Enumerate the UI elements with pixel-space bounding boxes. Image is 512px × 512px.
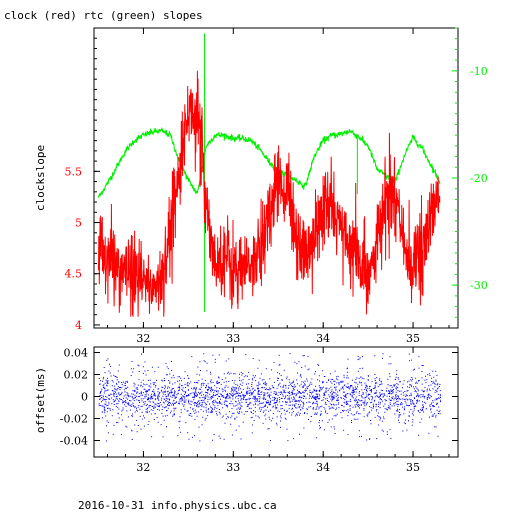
offset-series-layer (98, 353, 441, 442)
slope-y-tick-label: 5.5 (65, 165, 83, 178)
clock-series-line (98, 70, 441, 317)
offset-x-tick-label: 35 (406, 461, 420, 474)
footer-text: 2016-10-31 info.physics.ubc.ca (78, 499, 277, 512)
offset-x-tick-label: 34 (316, 461, 330, 474)
slope-x-tick-label: 33 (226, 332, 240, 345)
offset-x-tick-label: 33 (226, 461, 240, 474)
rtc-y-tick-label: -20 (470, 172, 488, 185)
offset-y-label: offset(ms) (34, 367, 47, 433)
slope-axes: 32 33 34 35 4 4.5 5 5.5 -10 -20 -30 (65, 27, 488, 345)
rtc-series-line (98, 126, 441, 198)
offset-y-tick-label: 0 (81, 391, 88, 404)
slope-y-label: clockslope (34, 145, 47, 211)
offset-y-tick-label: -0.04 (60, 435, 88, 448)
rtc-y-tick-label: -30 (470, 279, 488, 292)
slope-y-tick-label: 4 (75, 319, 82, 332)
slope-series-layer (98, 33, 441, 317)
chart-title: clock (red) rtc (green) slopes (4, 9, 203, 22)
rtc-y-tick-label: -10 (470, 65, 488, 78)
offset-plot-frame (93, 346, 459, 458)
offset-y-tick-label: -0.02 (60, 413, 88, 426)
offset-scatter-points (98, 353, 441, 442)
slope-y-tick-label: 5 (75, 217, 82, 230)
offset-y-tick-label: 0.04 (64, 347, 89, 360)
slope-x-tick-label: 35 (406, 332, 420, 345)
slope-y-tick-label: 4.5 (65, 268, 83, 281)
slope-chart: 32 33 34 35 4 4.5 5 5.5 -10 -20 -30 clockslope (34, 27, 488, 345)
slope-x-tick-label: 34 (316, 332, 330, 345)
slope-x-tick-label: 32 (136, 332, 150, 345)
offset-x-tick-label: 32 (136, 461, 150, 474)
offset-chart: 32 33 34 35 0.04 0.02 0 -0.02 -0.04 offset(ms) (34, 346, 459, 474)
offset-axes: 32 33 34 35 0.04 0.02 0 -0.02 -0.04 (60, 347, 458, 474)
offset-y-tick-label: 0.02 (64, 369, 89, 382)
